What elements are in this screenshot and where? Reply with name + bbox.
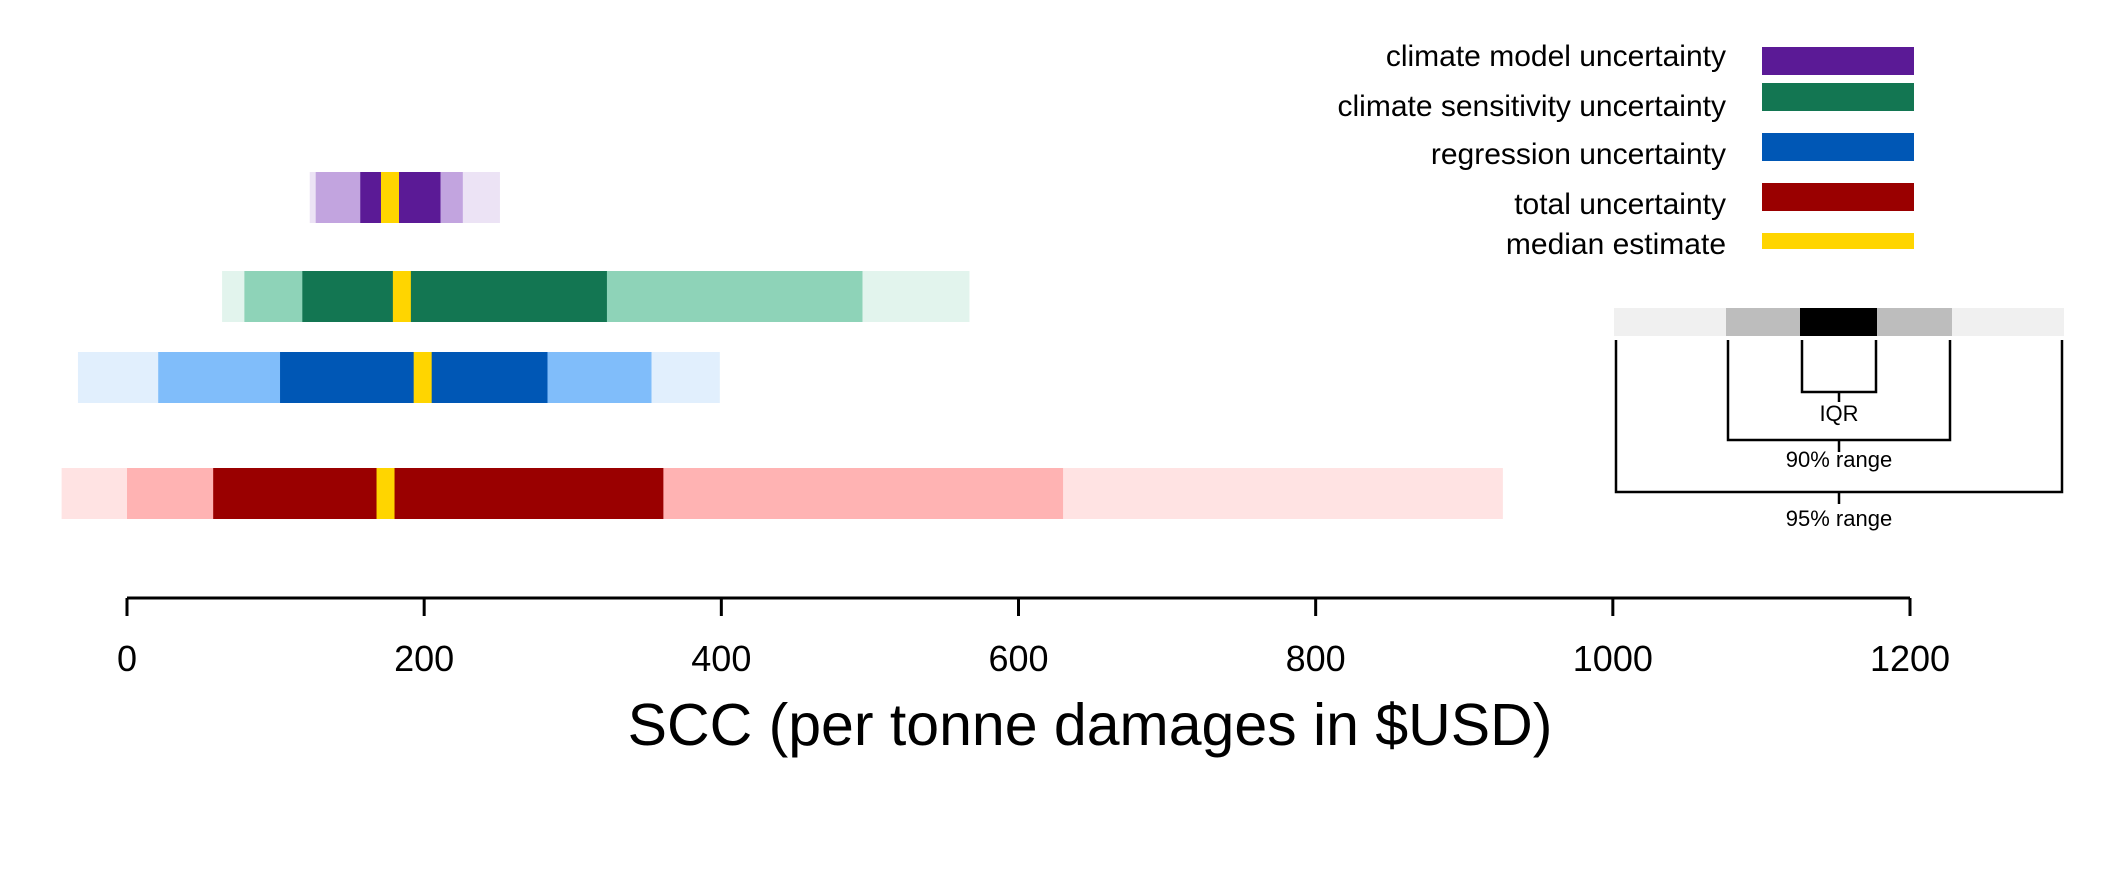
key-iqr-bracket-line xyxy=(1800,340,1878,394)
legend-item-climate-model-uncertainty: climate model uncertainty xyxy=(1386,40,1914,75)
uncertainty-bars xyxy=(61,172,1503,519)
legend-swatch xyxy=(1762,183,1914,211)
legend-label: climate model uncertainty xyxy=(1386,40,1726,73)
key-iqr-label: IQR xyxy=(1819,401,1858,426)
x-axis: 0 200 400 600 800 1000 1200 SCC (per tonne dam… xyxy=(117,596,1950,758)
legend-item-regression-uncertainty: regression uncertainty xyxy=(1431,133,1914,171)
iqr-bar-climate-model-uncertainty xyxy=(360,172,441,223)
legend-label: climate sensitivity uncertainty xyxy=(1338,90,1726,123)
legend-swatch xyxy=(1762,233,1914,249)
x-tick-label: 0 xyxy=(117,638,137,679)
legend-label: median estimate xyxy=(1506,228,1726,261)
key-range90-label: 90% range xyxy=(1786,447,1892,472)
bar-total-uncertainty xyxy=(61,468,1503,519)
median-marker-climate-model-uncertainty xyxy=(380,172,399,223)
x-tick-label: 1200 xyxy=(1870,638,1950,679)
iqr-bar-climate-sensitivity-uncertainty xyxy=(302,271,607,322)
key-range95-label: 95% range xyxy=(1786,506,1892,531)
range-key: IQR 90% range 95% range xyxy=(1614,308,2064,531)
x-tick-label: 1000 xyxy=(1573,638,1653,679)
x-tick-label: 800 xyxy=(1286,638,1346,679)
x-tick-label: 400 xyxy=(691,638,751,679)
legend-swatch xyxy=(1762,133,1914,161)
bar-climate-sensitivity-uncertainty xyxy=(222,271,970,322)
legend-swatch xyxy=(1762,83,1914,111)
x-tick-label: 200 xyxy=(394,638,454,679)
median-marker-climate-sensitivity-uncertainty xyxy=(392,271,411,322)
legend-label: regression uncertainty xyxy=(1431,138,1726,171)
legend-label: total uncertainty xyxy=(1514,188,1726,221)
legend: climate model uncertainty climate sensiti… xyxy=(1338,40,1914,261)
key-iqr-bracket xyxy=(1800,340,1878,394)
legend-item-median-estimate: median estimate xyxy=(1506,228,1914,261)
bar-climate-model-uncertainty xyxy=(309,172,500,223)
x-tick-label: 600 xyxy=(988,638,1048,679)
x-axis-title: SCC (per tonne damages in $USD) xyxy=(628,692,1553,758)
legend-item-climate-sensitivity-uncertainty: climate sensitivity uncertainty xyxy=(1338,83,1914,123)
x-axis-ticks: 0 200 400 600 800 1000 1200 xyxy=(117,598,1950,679)
median-marker-total-uncertainty xyxy=(376,468,395,519)
legend-swatch xyxy=(1762,47,1914,75)
iqr-bar-total-uncertainty xyxy=(213,468,664,519)
legend-item-total-uncertainty: total uncertainty xyxy=(1514,183,1914,221)
bar-regression-uncertainty xyxy=(77,352,720,403)
median-marker-regression-uncertainty xyxy=(413,352,432,403)
key-iqr-bar xyxy=(1800,308,1877,336)
